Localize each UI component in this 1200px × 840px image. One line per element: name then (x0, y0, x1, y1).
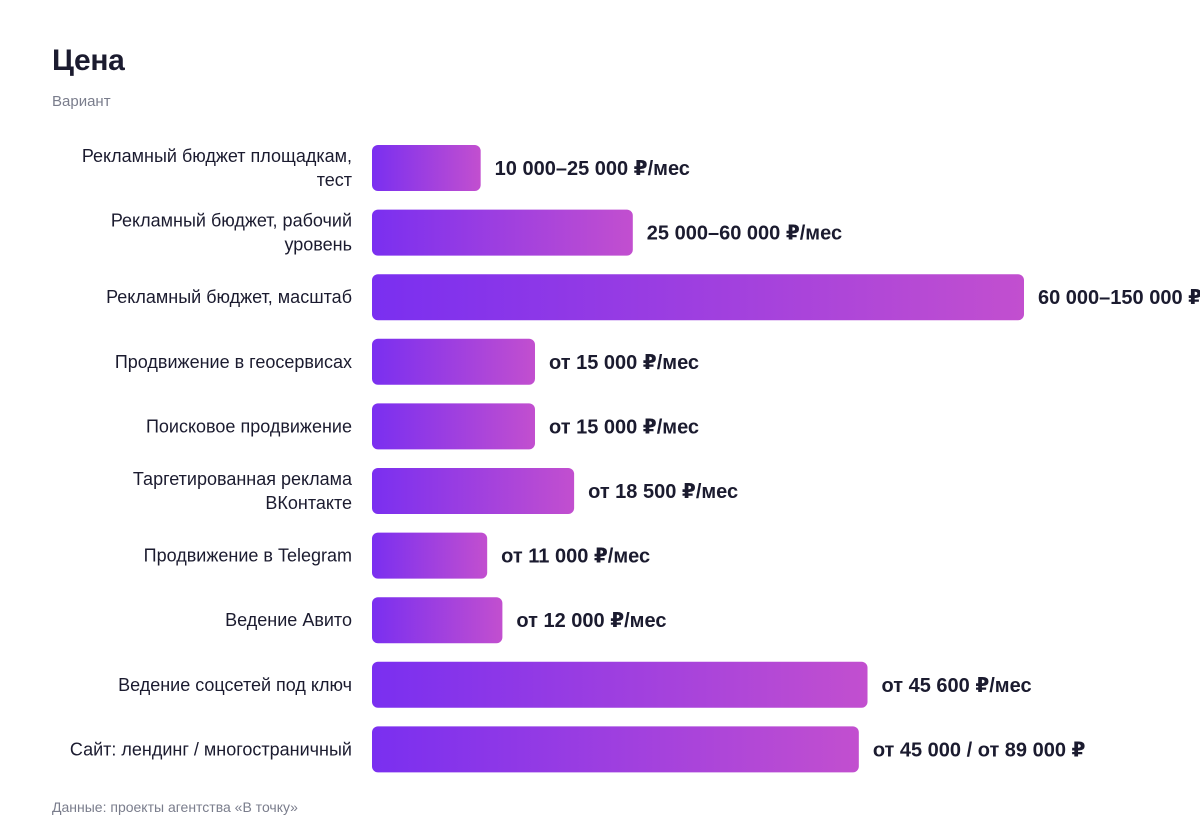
value-label: 10 000–25 000 ₽/мес (495, 158, 690, 180)
value-label: 25 000–60 000 ₽/мес (647, 223, 842, 245)
bar (372, 209, 633, 256)
bar (372, 274, 1024, 321)
value-label: от 45 600 ₽/мес (882, 675, 1032, 697)
value-label: от 15 000 ₽/мес (549, 416, 699, 438)
category-label: Поисковое продвижение (146, 416, 352, 436)
category-label: Ведение Авито (225, 610, 352, 630)
value-label: от 11 000 ₽/мес (501, 546, 650, 568)
category-label: Сайт: лендинг / многостраничный (70, 739, 352, 759)
chart-source-note: Данные: проекты агентства «В точку» (52, 799, 298, 815)
category-label: Таргетированная реклама ВКонтакте (133, 469, 353, 513)
bar (372, 532, 488, 579)
bar (372, 403, 535, 450)
value-label: 60 000–150 000 ₽/мес (1038, 287, 1200, 309)
value-label: от 15 000 ₽/мес (549, 352, 699, 374)
bar (372, 726, 859, 773)
category-label: Ведение соцсетей под ключ (118, 675, 352, 695)
chart-subtitle: Вариант (52, 93, 111, 110)
bar (372, 468, 575, 514)
bar (372, 661, 868, 708)
bar (372, 145, 481, 191)
category-label: Продвижение в Telegram (144, 546, 352, 566)
value-label: от 18 500 ₽/мес (588, 481, 738, 503)
bar (372, 338, 535, 385)
category-label: Рекламный бюджет площадкам, тест (82, 146, 352, 190)
category-label: Рекламный бюджет, рабочий уровень (111, 211, 352, 255)
value-label: от 12 000 ₽/мес (516, 610, 666, 632)
value-label: от 45 000 / от 89 000 ₽ (873, 739, 1086, 761)
category-label: Продвижение в геосервисах (115, 352, 352, 372)
bar (372, 597, 503, 644)
category-label: Рекламный бюджет, масштаб (106, 287, 352, 307)
chart-title: Цена (52, 44, 125, 77)
